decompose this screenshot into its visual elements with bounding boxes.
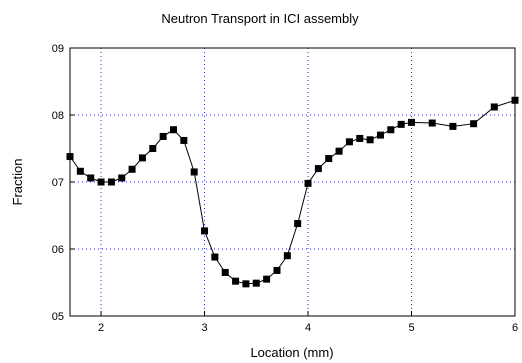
data-point: [138, 154, 146, 162]
y-tick-label: 09: [52, 43, 64, 55]
data-point: [232, 277, 240, 285]
y-tick-label: 06: [52, 244, 64, 256]
data-point: [304, 179, 312, 187]
data-point: [345, 138, 353, 146]
y-tick-label: 08: [52, 110, 64, 122]
data-point: [387, 126, 395, 134]
data-point: [97, 178, 105, 186]
data-point: [221, 268, 229, 276]
data-point: [263, 275, 271, 283]
data-point: [107, 178, 115, 186]
data-point: [470, 120, 478, 128]
data-point: [242, 280, 250, 288]
data-point: [128, 165, 136, 173]
data-point: [294, 220, 302, 228]
data-point: [273, 266, 281, 274]
data-point: [356, 134, 364, 142]
data-point: [428, 119, 436, 127]
markers: [66, 96, 519, 288]
data-point: [449, 122, 457, 130]
data-point: [408, 118, 416, 126]
x-tick-label: 6: [512, 322, 518, 334]
data-point: [325, 155, 333, 163]
tick-labels: 2 3 4 5 6 05 06 07 08 09: [52, 43, 518, 334]
plot-frame: [69, 47, 516, 317]
data-point: [211, 253, 219, 261]
y-axis-label: Fraction: [10, 159, 25, 206]
data-point: [159, 132, 167, 140]
data-point: [252, 279, 260, 287]
chart-title: Neutron Transport in ICI assembly: [161, 11, 359, 26]
data-point: [283, 252, 291, 260]
data-point: [76, 167, 84, 175]
x-tick-label: 4: [305, 322, 311, 334]
x-tick-label: 3: [201, 322, 207, 334]
series-line: [69, 99, 516, 285]
data-point: [511, 96, 519, 104]
data-point: [314, 165, 322, 173]
x-tick-label: 2: [98, 322, 104, 334]
ticks: [70, 47, 516, 317]
x-axis-label: Location (mm): [250, 345, 333, 360]
data-point: [490, 103, 498, 111]
data-point: [87, 174, 95, 182]
data-point: [180, 136, 188, 144]
data-point: [201, 227, 209, 235]
data-point: [335, 147, 343, 155]
x-tick-label: 5: [408, 322, 414, 334]
data-point: [169, 126, 177, 134]
data-point: [366, 136, 374, 144]
data-point: [66, 153, 74, 161]
y-tick-label: 07: [52, 177, 64, 189]
data-point: [118, 174, 126, 182]
y-tick-label: 05: [52, 311, 64, 323]
data-point: [376, 131, 384, 139]
data-point: [149, 145, 157, 152]
grid: [70, 48, 515, 316]
data-point: [190, 168, 198, 176]
data-point: [397, 120, 405, 128]
